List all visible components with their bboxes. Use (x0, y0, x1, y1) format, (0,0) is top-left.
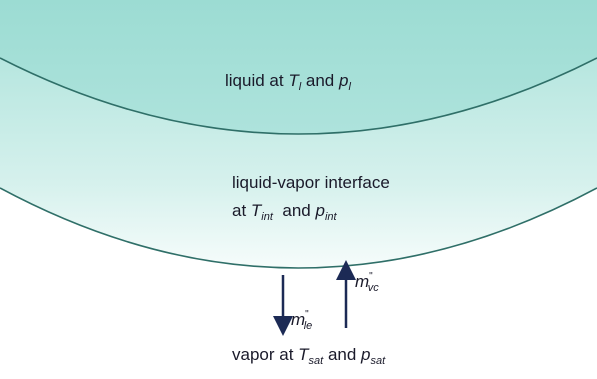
text: and (323, 345, 361, 364)
interface-label: at Tint and pint (232, 201, 337, 223)
diagram: liquid at Tl and pl liquid-vapor interfa… (0, 0, 597, 379)
subscript: sat (371, 355, 387, 367)
subscript: int (325, 211, 338, 223)
text: and (301, 71, 339, 90)
symbol: p (314, 201, 324, 220)
subscript: sat (309, 355, 325, 367)
liquid-label: liquid at Tl and pl (225, 71, 351, 93)
symbol: p (360, 345, 370, 364)
page: liquid at Tl and pl liquid-vapor interfa… (0, 0, 597, 379)
flux-down-label: m"le (291, 309, 312, 332)
subscript: le (304, 320, 313, 332)
text: at (232, 201, 251, 220)
text: liquid-vapor interface (232, 173, 390, 192)
text: vapor at (232, 345, 298, 364)
interface-label: liquid-vapor interface (232, 173, 390, 192)
superscript: " (369, 271, 373, 282)
superscript: " (305, 309, 309, 320)
symbol: p (338, 71, 348, 90)
subscript: vc (368, 282, 380, 294)
text: and (273, 201, 316, 220)
vapor-label: vapor at Tsat and psat (232, 345, 386, 367)
flux-up-label: m"vc (355, 271, 379, 294)
text: liquid at (225, 71, 288, 90)
